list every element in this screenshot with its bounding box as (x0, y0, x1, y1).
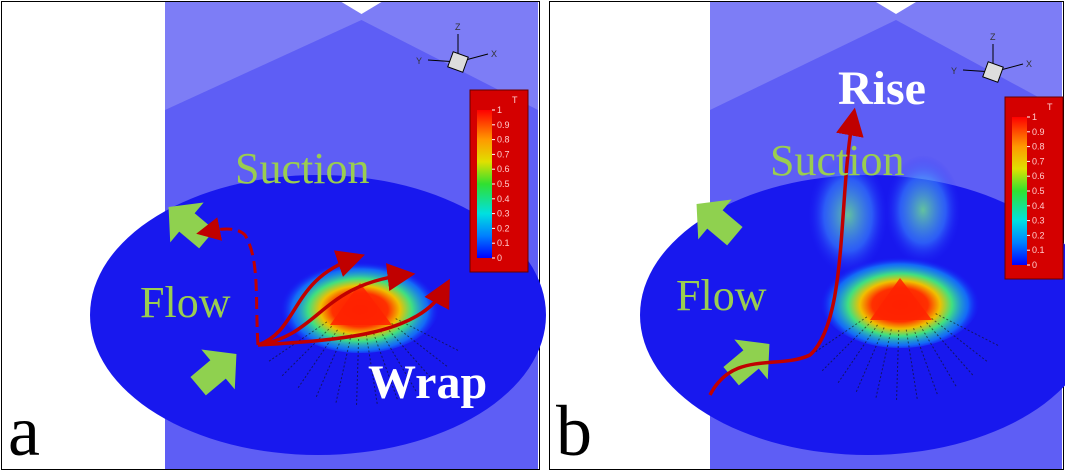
colorbar-tick-label: 0.3 (1032, 216, 1045, 226)
panel: T1 0.9 0.8 0.7 0.6 0.5 0.4 0.3 0.2 0.1 0 Z Y X Suction… (2, 2, 547, 472)
colorbar-tick-label: 0.5 (497, 179, 510, 189)
panel-label: a (8, 391, 40, 471)
colorbar-tick-label: 0.2 (1032, 230, 1045, 240)
colorbar-tick-label: 0.9 (1032, 127, 1045, 137)
annotation: Suction (235, 144, 369, 193)
colorbar-title: T (1047, 102, 1053, 112)
colorbar-tick-label: 1 (497, 105, 502, 115)
figure: T10.90.80.70.60.50.40.30.20.10ZYXSuction… (0, 0, 1065, 473)
axis-label: X (491, 49, 497, 59)
annotation: Suction (770, 136, 904, 185)
colorbar-tick-label: 0.4 (1032, 201, 1045, 211)
colorbar-tick-label: 0 (1032, 260, 1037, 270)
colorbar-tick-label: 0.7 (1032, 156, 1045, 166)
annotation: Flow (676, 271, 767, 320)
axis-label: Z (455, 22, 461, 32)
colorbar-tick-label: 0.6 (497, 164, 510, 174)
colorbar-tick-label: 0.1 (497, 238, 510, 248)
colorbar-tick-label: 0.9 (497, 120, 510, 130)
colorbar-tick-label: 1 (1032, 112, 1037, 122)
colorbar-tick-label: 0 (497, 253, 502, 263)
page: {"panels": [ {"label": "a", "annotations… (0, 0, 1065, 473)
colorbar-tick-label: 0.3 (497, 209, 510, 219)
annotation: Rise (838, 62, 926, 115)
axis-label: X (1026, 59, 1032, 69)
colorbar-tick-label: 0.6 (1032, 171, 1045, 181)
colorbar-tick-label: 0.8 (497, 135, 510, 145)
colorbar (477, 110, 492, 258)
annotation: Wrap (368, 356, 487, 409)
panel-label: b (556, 391, 592, 471)
colorbar-tick-label: 0.2 (497, 223, 510, 233)
colorbar-tick-label: 0.4 (497, 194, 510, 204)
annotation: Flow (140, 278, 231, 327)
colorbar-tick-label: 0.1 (1032, 245, 1045, 255)
axis-label: Z (990, 32, 996, 42)
colorbar-title: T (512, 95, 518, 105)
colorbar-tick-label: 0.5 (1032, 186, 1045, 196)
colorbar-tick-label: 0.7 (497, 149, 510, 159)
axis-label: Y (951, 66, 957, 76)
axis-label: Y (416, 56, 422, 66)
colorbar (1012, 117, 1027, 265)
colorbar-tick-label: 0.8 (1032, 142, 1045, 152)
panel: T1 0.9 0.8 0.7 0.6 0.5 0.4 0.3 0.2 0.1 0 Z Y X Suction… (550, 2, 1065, 472)
